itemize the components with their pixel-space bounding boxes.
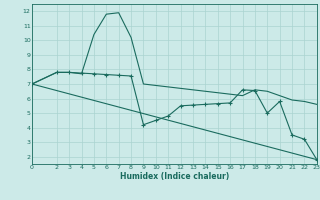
X-axis label: Humidex (Indice chaleur): Humidex (Indice chaleur)	[120, 172, 229, 181]
